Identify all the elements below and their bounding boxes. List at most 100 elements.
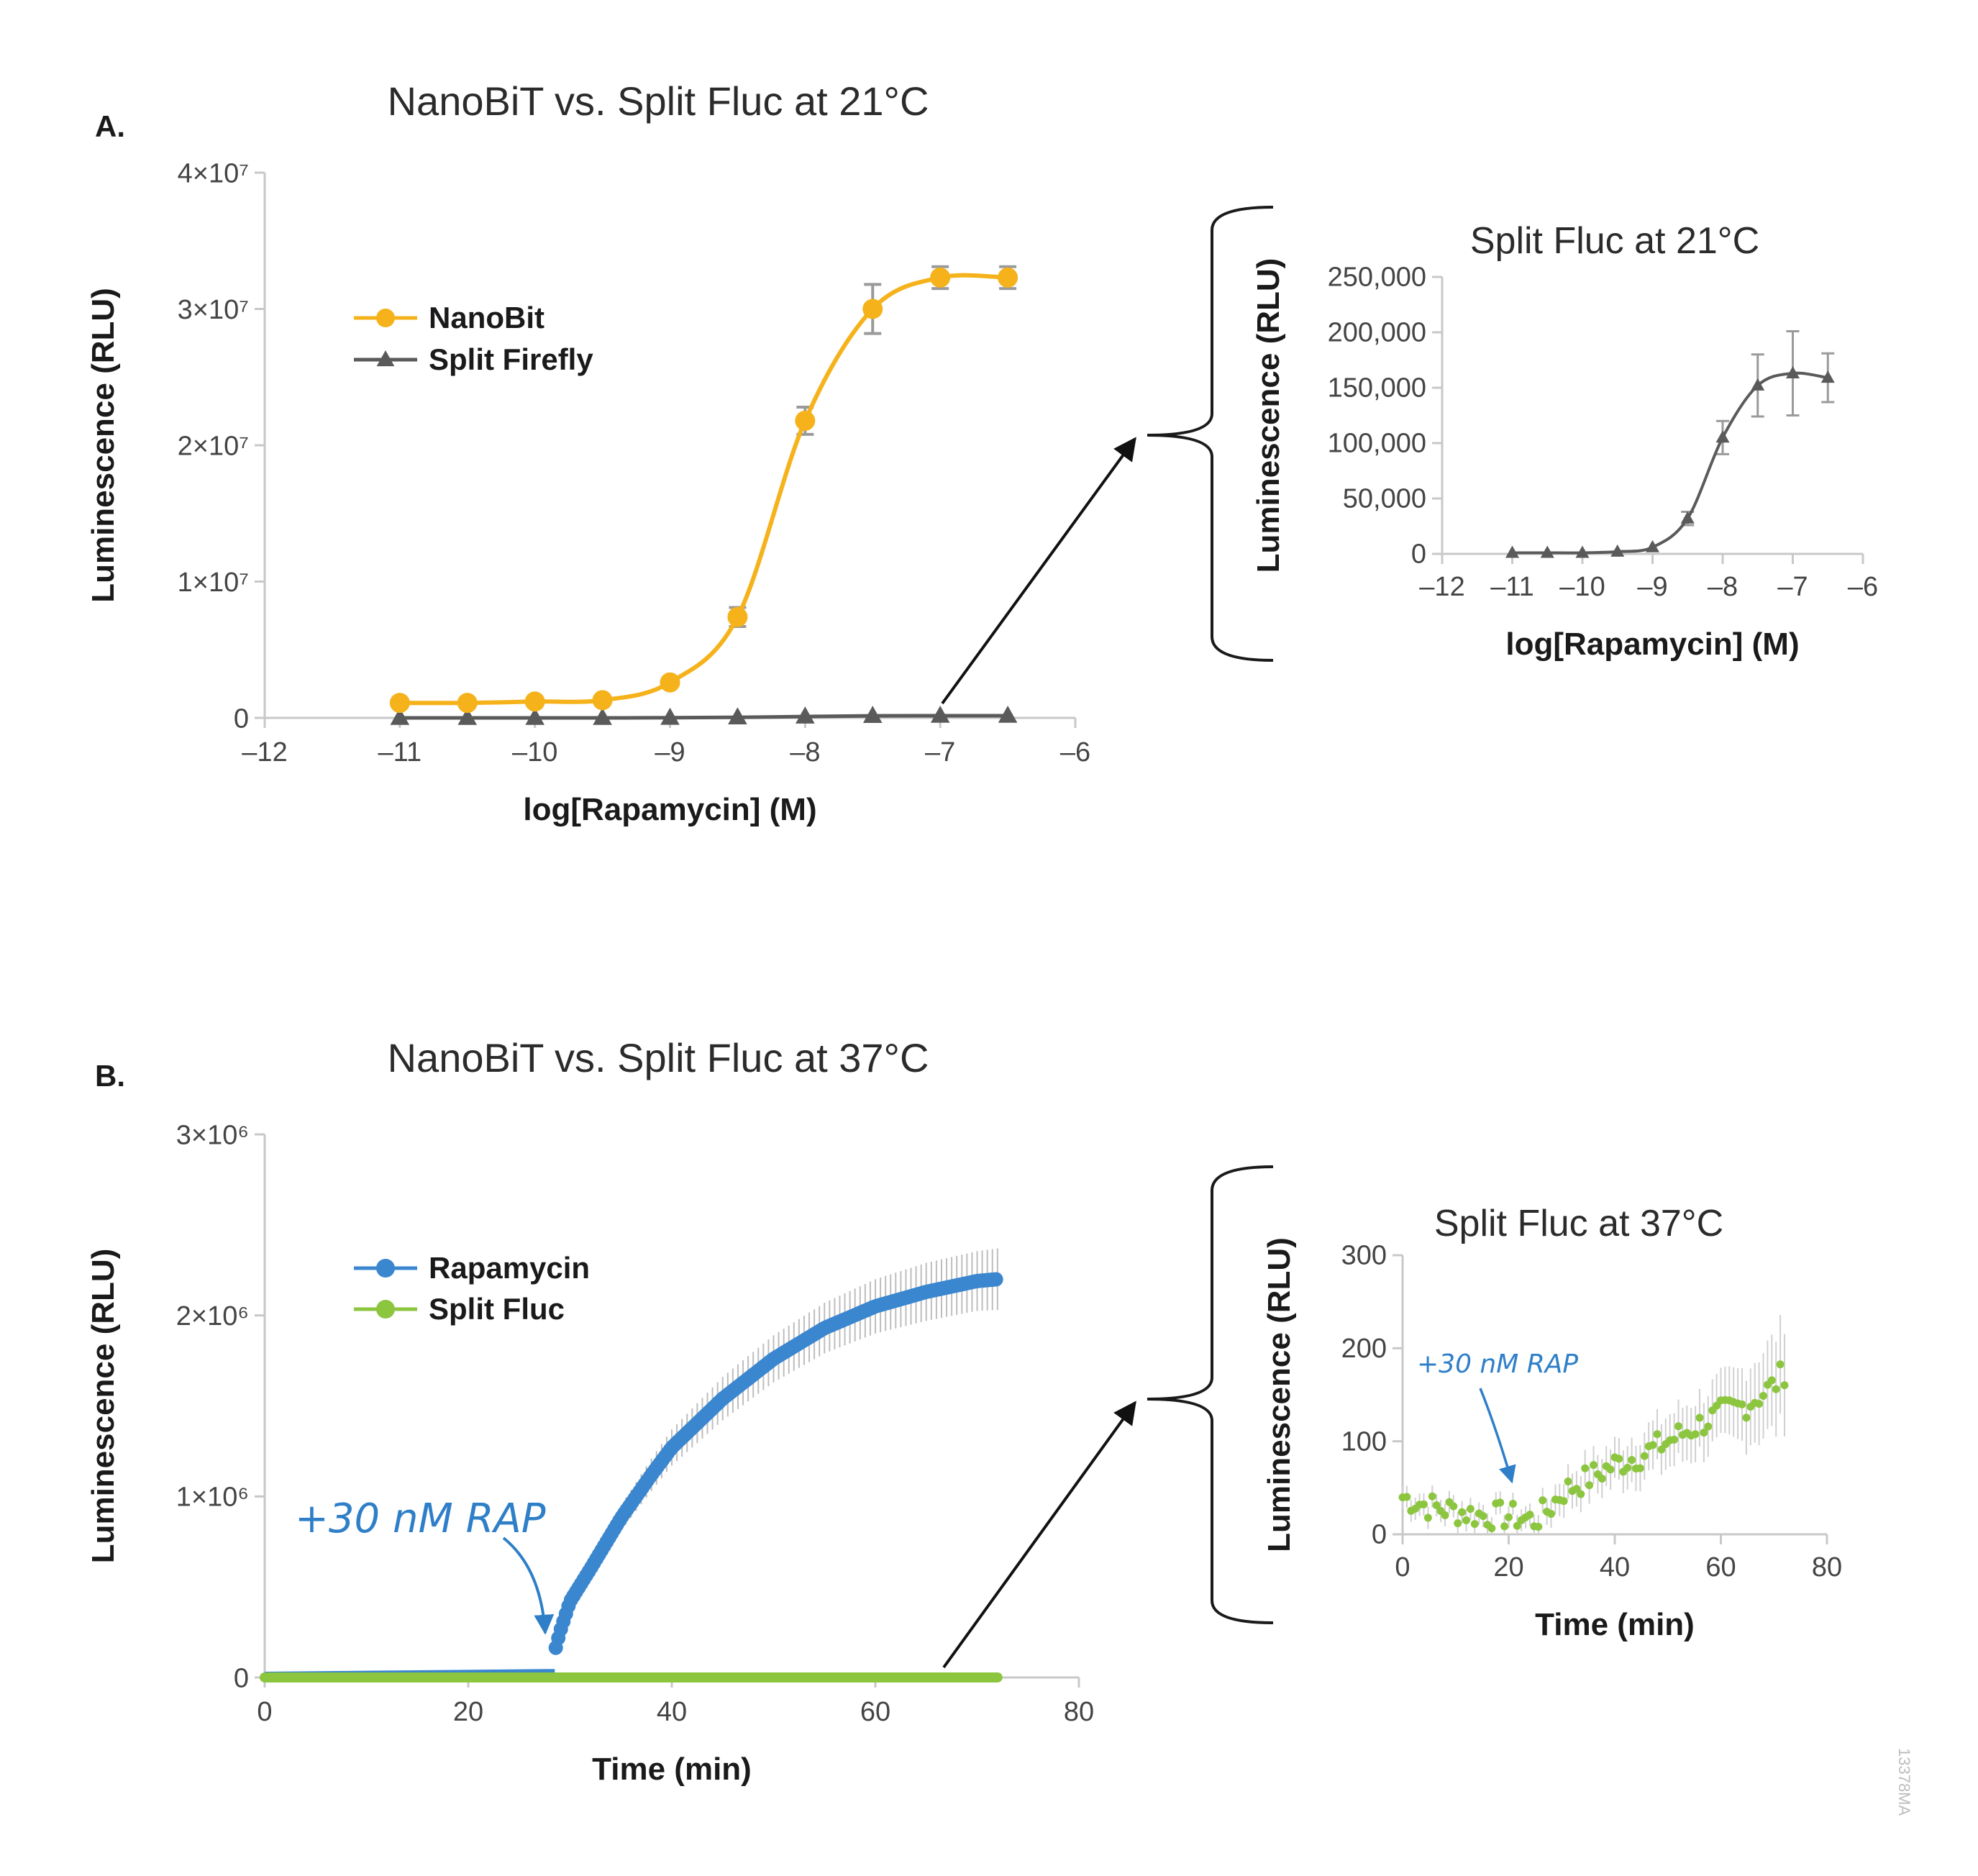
data-point-nanobit: [457, 693, 478, 714]
data-point-split-fluc: [1767, 1376, 1776, 1385]
y-axis-label: Luminescence (RLU): [86, 1249, 121, 1564]
data-point-split-fluc: [1441, 1511, 1449, 1519]
x-tick-label: 80: [1064, 1697, 1094, 1727]
data-point-split-firefly: [1505, 545, 1519, 558]
y-tick-label: 200: [1341, 1334, 1387, 1364]
data-point-split-firefly: [728, 707, 747, 725]
data-point-split-fluc: [1713, 1401, 1721, 1410]
data-point-nanobit: [727, 606, 748, 627]
data-point-split-fluc: [1776, 1360, 1785, 1369]
zoom-arrow-b: [942, 1401, 1136, 1669]
chart-a-main: –12 –11 –10 –9 –8 –7 –6 0 1×10⁷ 2×10⁷ 3×10⁷ 4×10⁷ lo…: [86, 158, 1090, 827]
data-point-nanobit: [660, 672, 680, 693]
x-tick-label: –7: [925, 737, 955, 768]
x-tick-label: –11: [1490, 572, 1534, 602]
y-tick-label: 100,000: [1328, 429, 1426, 459]
data-point-split-fluc: [1432, 1501, 1441, 1510]
data-point-split-fluc: [1487, 1524, 1496, 1533]
chart-title: Split Fluc at 21°C: [1470, 220, 1759, 262]
series-line-split-firefly: [399, 714, 1008, 720]
y-tick-label: 4×10⁷: [178, 158, 249, 188]
data-point-split-fluc: [1772, 1385, 1780, 1393]
data-point-split-firefly: [1610, 544, 1625, 557]
y-tick-label: 2×10⁶: [176, 1301, 249, 1331]
data-point-rapamycin: [988, 1272, 1003, 1287]
data-point-split-fluc: [1649, 1441, 1657, 1449]
data-point-split-fluc: [1559, 1497, 1568, 1506]
data-point-split-fluc: [1577, 1490, 1585, 1498]
legend-label-split-firefly: Split Firefly: [429, 342, 593, 376]
data-point-split-fluc: [1700, 1429, 1708, 1437]
y-axis-label: Luminescence (RLU): [1251, 258, 1286, 573]
y-tick-label: 3×10⁶: [176, 1120, 249, 1150]
data-point-split-fluc: [1403, 1493, 1411, 1501]
data-point-split-fluc: [1755, 1400, 1764, 1408]
x-axis-label: log[Rapamycin] (M): [523, 792, 816, 827]
x-tick-label: 0: [1395, 1552, 1410, 1583]
annotation-rap-label: +30 nM RAP: [295, 1495, 546, 1542]
data-point-split-firefly: [1575, 545, 1590, 558]
data-point-split-fluc: [1623, 1464, 1632, 1472]
x-axis-label: Time (min): [592, 1752, 752, 1787]
data-point-split-firefly: [796, 706, 815, 724]
x-tick-label: 60: [1705, 1552, 1736, 1583]
legend-label-rapamycin: Rapamycin: [429, 1251, 590, 1285]
data-point-split-firefly: [1751, 378, 1765, 391]
data-point-split-fluc: [1657, 1445, 1666, 1454]
x-tick-label: –12: [1419, 572, 1464, 602]
data-point-split-fluc: [1674, 1422, 1682, 1431]
x-tick-label: 20: [1493, 1552, 1523, 1583]
data-point-split-fluc: [1500, 1522, 1509, 1531]
y-tick-label: 2×10⁷: [178, 431, 249, 461]
annotation-rap-label: +30 nM RAP: [1417, 1349, 1578, 1379]
data-point-split-fluc: [1454, 1519, 1462, 1528]
chart-b-main: 0 20 40 60 80 0 1×10⁶ 2×10⁶ 3×10⁶ Time (min) Lumin…: [86, 1120, 1094, 1787]
x-tick-label: –9: [1637, 572, 1667, 602]
data-point-split-firefly: [862, 706, 883, 723]
data-point-split-fluc: [1534, 1523, 1543, 1531]
data-point-nanobit: [524, 691, 545, 712]
data-point-nanobit: [862, 299, 883, 319]
data-point-split-fluc: [1615, 1454, 1623, 1463]
x-tick-label: 20: [453, 1697, 483, 1727]
data-point-split-firefly: [998, 705, 1018, 723]
data-point-split-fluc: [1564, 1477, 1572, 1486]
data-point-split-fluc: [1572, 1485, 1581, 1493]
data-point-split-firefly: [1680, 511, 1695, 524]
data-point-nanobit: [389, 693, 410, 714]
data-point-split-fluc: [1653, 1430, 1662, 1439]
data-point-split-fluc: [1547, 1510, 1555, 1518]
data-point-split-fluc: [1585, 1481, 1594, 1490]
x-tick-label: 40: [657, 1697, 687, 1727]
figure-id: 13378MA: [1895, 1748, 1913, 1816]
data-point-split-firefly: [1786, 365, 1800, 378]
data-point-split-fluc: [1423, 1513, 1432, 1522]
data-point-split-fluc: [1640, 1452, 1649, 1460]
data-point-split-fluc: [1704, 1422, 1713, 1431]
y-tick-label: 50,000: [1343, 484, 1426, 514]
x-tick-label: –8: [1708, 572, 1738, 602]
data-point-split-fluc: [1496, 1498, 1505, 1507]
x-tick-label: –8: [790, 737, 820, 768]
x-tick-label: –10: [512, 737, 557, 768]
data-point-split-fluc: [1466, 1505, 1475, 1513]
data-point-split-fluc: [1759, 1392, 1767, 1401]
chart-a-inset: Split Fluc at 21°C –12 –11 –10 –9 –8 –7 –6 0 50,0…: [1251, 220, 1878, 662]
data-point-split-fluc: [1449, 1502, 1458, 1511]
data-point-split-fluc: [1479, 1512, 1487, 1521]
data-point-split-fluc: [1670, 1435, 1679, 1444]
data-point-nanobit: [592, 690, 613, 711]
x-tick-label: 80: [1812, 1552, 1842, 1583]
x-tick-label: 60: [860, 1697, 890, 1727]
y-tick-label: 300: [1341, 1241, 1387, 1271]
data-point-split-fluc: [1780, 1381, 1789, 1390]
legend-marker-rapamycin: [376, 1259, 395, 1278]
y-tick-label: 0: [1372, 1520, 1387, 1550]
data-point-split-firefly: [457, 708, 478, 725]
x-tick-label: 0: [257, 1697, 272, 1727]
legend-marker-split-firefly: [376, 350, 395, 367]
series-line-split-firefly: [1512, 371, 1828, 555]
data-point-split-fluc: [1505, 1513, 1513, 1521]
y-axis-label: Luminescence (RLU): [86, 288, 121, 603]
